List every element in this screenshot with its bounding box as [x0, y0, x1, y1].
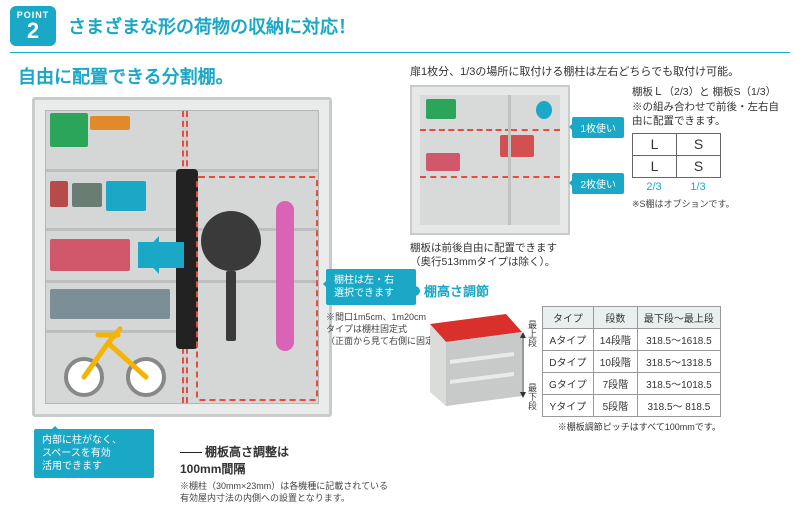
table-row: Gタイプ 7段階 318.5〜1018.5 [543, 373, 721, 395]
pitch-fineprint: ※棚柱（30mm×23mm）は各機種に記載されている 有効屋内寸法の内側への設置… [180, 480, 410, 504]
point-badge: POINT 2 [10, 6, 56, 46]
point-header: POINT 2 さまざまな形の荷物の収納に対応！ [0, 0, 800, 50]
callout-no-pillar: 内部に柱がなく、 スペースを有効 活用できます [34, 429, 154, 478]
ls-note: ※S棚はオプションです。 [632, 198, 780, 211]
frac-l: 2/3 [632, 180, 676, 195]
ls-grid: LS LS [632, 133, 721, 178]
th-steps: 段数 [593, 307, 637, 329]
callout-pitch: 棚板高さ調整は 100mm間隔 [180, 429, 410, 477]
iso-label-top: 最上段 [526, 320, 538, 347]
arrow-icon [138, 242, 184, 268]
combo-text: 棚板Ｌ（2/3）と 棚板S（1/3）※の組み合わせで前後・左右自由に配置できます… [632, 85, 780, 129]
callout-pillar: 棚柱は左・右 選択できます [326, 269, 416, 305]
isometric-shelf-diagram: 最上段 最下段 [410, 306, 530, 416]
tag-one-shelf: 1枚使い [572, 117, 624, 138]
header-divider [10, 52, 790, 53]
mini-cabinet: 1枚使い 2枚使い [410, 85, 570, 235]
section-header-height: 棚高さ調節 [410, 281, 780, 300]
type-table: タイプ 段数 最下段〜最上段 Aタイプ 14段階 318.5〜1618.5 Dタ… [542, 306, 721, 417]
bike-icon [60, 319, 170, 397]
table-row: Yタイプ 5段階 318.5〜 818.5 [543, 395, 721, 417]
table-row: Aタイプ 14段階 318.5〜1618.5 [543, 329, 721, 351]
iso-label-bottom: 最下段 [526, 383, 538, 410]
th-type: タイプ [543, 307, 594, 329]
point-title: さまざまな形の荷物の収納に対応！ [68, 13, 356, 39]
type-table-note: ※棚板調節ピッチはすべて100mmです。 [542, 420, 721, 433]
tag-two-shelf: 2枚使い [572, 173, 624, 194]
shelf-placement-note: 棚板は前後自由に配置できます （奥行513mmタイプは除く）。 [410, 241, 780, 269]
subtitle: 自由に配置できる分割棚。 [18, 63, 400, 89]
table-row: Dタイプ 10段階 318.5〜1318.5 [543, 351, 721, 373]
right-intro: 扉1枚分、1/3の場所に取付ける棚柱は左右どちらでも取付け可能。 [410, 63, 780, 79]
cabinet-illustration: 棚柱は左・右 選択できます ※間口1m5cm、1m20cm タイプは棚柱固定式 … [10, 97, 400, 477]
frac-s: 1/3 [676, 180, 720, 195]
point-badge-number: 2 [27, 20, 39, 42]
th-range: 最下段〜最上段 [637, 307, 720, 329]
